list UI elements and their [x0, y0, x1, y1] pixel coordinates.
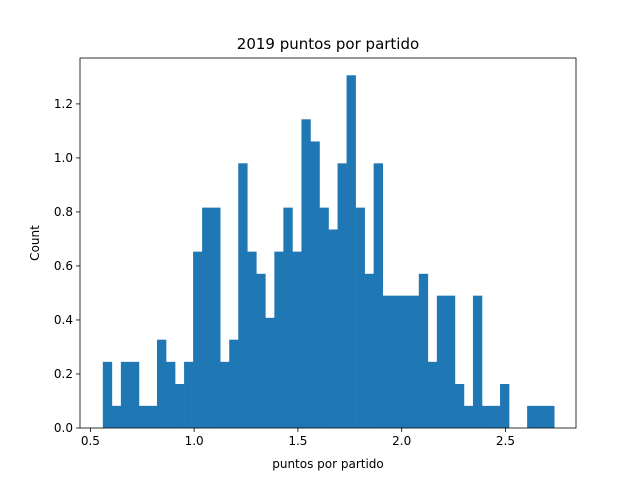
chart-title: 2019 puntos por partido — [237, 35, 419, 53]
histogram-bar — [156, 339, 167, 428]
histogram-bar — [545, 405, 555, 428]
x-tick-label: 1.5 — [288, 434, 307, 448]
histogram-bar — [202, 207, 212, 428]
x-tick-label: 2.0 — [392, 434, 411, 448]
plot-frame — [79, 57, 577, 429]
histogram-bar — [256, 273, 266, 428]
histogram-bar — [472, 295, 483, 428]
histogram-bar — [391, 295, 402, 428]
histogram-bar — [373, 163, 383, 428]
y-axis-label: Count — [28, 225, 42, 261]
histogram-bar — [418, 273, 429, 428]
y-tick-label: 1.2 — [54, 97, 73, 111]
histogram-bar — [138, 405, 149, 428]
x-axis-ticks: 0.5 1.0 1.5 2.0 2.5 — [81, 428, 515, 448]
histogram-bar — [238, 163, 248, 428]
histogram-bar — [111, 405, 122, 428]
histogram-bar — [364, 273, 374, 428]
histogram-bar — [292, 251, 302, 428]
histogram-bar — [500, 383, 510, 428]
histogram-bar — [382, 295, 393, 428]
histogram-bar — [283, 207, 293, 428]
y-tick-label: 0.2 — [54, 367, 73, 381]
histogram-bar — [337, 163, 347, 428]
histogram-bar — [491, 405, 501, 428]
histogram-bar — [220, 361, 230, 428]
histogram-bar — [102, 361, 113, 428]
histogram-bar — [211, 207, 221, 428]
histogram-bar — [184, 361, 194, 428]
x-tick-label: 0.5 — [81, 434, 100, 448]
y-axis-ticks: 0.0 0.2 0.4 0.6 0.8 1.0 1.2 — [54, 97, 80, 435]
histogram-bar — [454, 383, 465, 428]
histogram-bar — [328, 229, 338, 428]
histogram-bar — [166, 361, 176, 428]
histogram-bar — [536, 405, 546, 428]
y-tick-label: 0.0 — [54, 421, 73, 435]
x-axis-label: puntos por partido — [272, 457, 384, 471]
y-tick-label: 0.8 — [54, 205, 73, 219]
histogram-bar — [427, 361, 438, 428]
histogram-bar — [129, 361, 140, 428]
x-tick-label: 2.5 — [496, 434, 515, 448]
bars-group — [102, 75, 555, 428]
histogram-bar — [120, 361, 131, 428]
histogram-bar — [175, 383, 185, 428]
histogram-bar — [409, 295, 420, 428]
histogram-bar — [301, 119, 311, 428]
histogram-bar — [527, 405, 537, 428]
histogram-bar — [400, 295, 411, 428]
histogram-bar — [229, 339, 239, 428]
histogram-bar — [265, 317, 275, 428]
histogram-bar — [193, 251, 203, 428]
y-tick-label: 1.0 — [54, 151, 73, 165]
y-tick-label: 0.6 — [54, 259, 73, 273]
x-tick-label: 1.0 — [185, 434, 204, 448]
histogram-bar — [319, 207, 329, 428]
histogram-bar — [247, 251, 257, 428]
histogram-bar — [481, 405, 492, 428]
histogram-bar — [346, 75, 356, 428]
y-tick-label: 0.4 — [54, 313, 73, 327]
histogram-bar — [436, 295, 447, 428]
histogram-bar — [310, 141, 320, 428]
histogram-bar — [445, 295, 456, 428]
histogram-bar — [147, 405, 158, 428]
histogram-bar — [355, 207, 365, 428]
histogram-bar — [274, 251, 284, 428]
histogram-bar — [463, 405, 474, 428]
